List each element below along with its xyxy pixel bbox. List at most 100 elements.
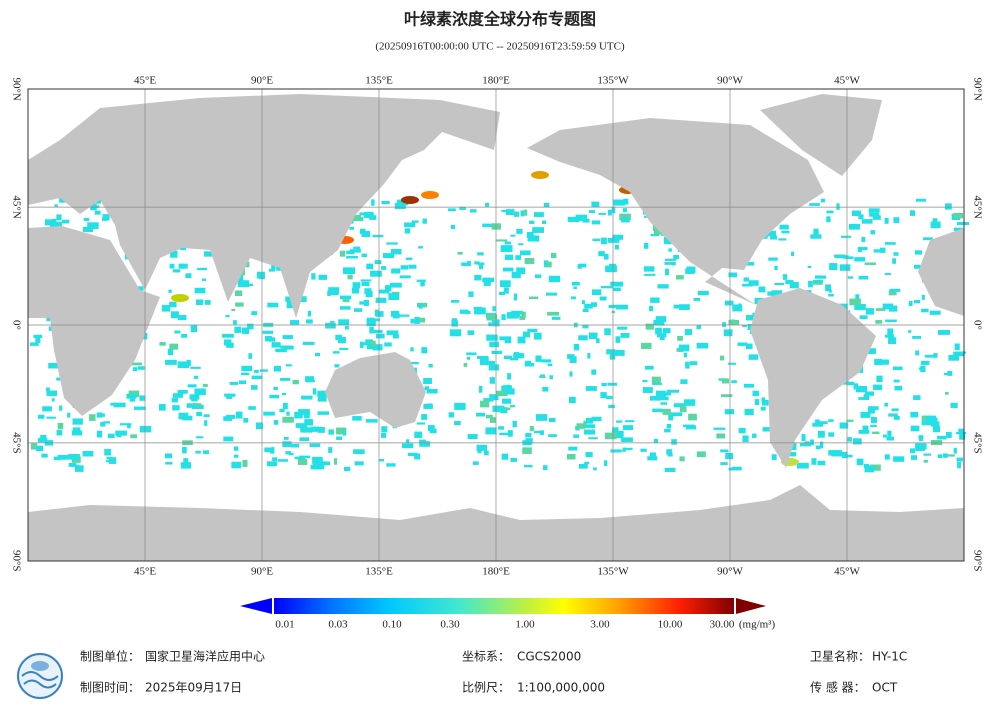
data-speck xyxy=(233,446,239,451)
data-speck xyxy=(489,377,496,384)
data-speck xyxy=(585,452,593,458)
data-speck xyxy=(171,397,178,403)
data-speck xyxy=(359,341,364,348)
data-speck xyxy=(56,214,62,221)
data-speck xyxy=(575,214,588,221)
data-speck xyxy=(139,395,146,401)
data-speck xyxy=(767,291,774,296)
data-speck xyxy=(660,402,668,405)
data-speck xyxy=(41,453,48,458)
data-speck xyxy=(789,281,799,289)
data-speck xyxy=(876,375,883,383)
data-speck xyxy=(855,294,860,300)
north-america xyxy=(527,118,824,305)
data-speck xyxy=(573,343,580,351)
data-speck xyxy=(53,456,61,461)
data-speck xyxy=(467,310,471,315)
data-speck xyxy=(264,336,272,342)
data-speck xyxy=(524,362,535,367)
data-speck xyxy=(591,416,602,422)
data-speck xyxy=(507,373,512,380)
data-speck xyxy=(653,319,665,326)
data-speck xyxy=(908,330,912,333)
data-speck xyxy=(864,262,877,265)
data-speck xyxy=(954,343,960,351)
data-speck xyxy=(643,266,655,272)
data-speck xyxy=(241,327,250,334)
data-speck xyxy=(845,256,854,260)
data-speck xyxy=(451,320,458,327)
data-speck xyxy=(610,449,622,453)
data-speck xyxy=(748,354,759,360)
data-speck xyxy=(504,355,513,359)
data-speck xyxy=(893,456,905,462)
data-speck xyxy=(68,462,77,467)
data-speck xyxy=(352,282,361,289)
lon-label: 45°W xyxy=(834,566,860,578)
lon-label: 90°W xyxy=(717,566,743,578)
data-speck xyxy=(405,439,410,444)
data-speck xyxy=(190,325,198,333)
data-speck xyxy=(347,274,353,280)
data-speck xyxy=(328,447,333,453)
data-speck xyxy=(724,409,735,415)
data-speck xyxy=(196,411,202,417)
data-speck xyxy=(654,229,666,235)
data-speck xyxy=(294,411,303,419)
data-speck xyxy=(30,342,39,346)
data-speck xyxy=(247,283,254,286)
data-speck xyxy=(846,419,854,422)
coastal-bloom xyxy=(421,191,439,199)
data-speck xyxy=(363,299,369,306)
data-speck xyxy=(414,316,420,324)
data-speck xyxy=(501,209,509,213)
data-speck xyxy=(461,262,471,266)
data-speck xyxy=(524,209,528,216)
data-speck xyxy=(549,375,553,380)
data-speck xyxy=(284,345,294,350)
data-speck xyxy=(375,311,384,317)
data-speck xyxy=(858,397,870,400)
data-speck xyxy=(223,436,234,442)
data-speck xyxy=(915,443,927,450)
data-speck xyxy=(423,378,432,384)
data-speck xyxy=(428,363,433,368)
data-speck xyxy=(264,447,273,453)
data-speck xyxy=(57,455,69,460)
data-speck xyxy=(314,352,321,357)
data-speck xyxy=(894,385,903,391)
data-speck xyxy=(170,311,179,319)
data-speck xyxy=(233,454,239,458)
data-speck xyxy=(414,431,423,438)
data-speck xyxy=(248,406,256,410)
data-speck xyxy=(613,199,626,206)
data-speck xyxy=(94,210,101,215)
data-speck xyxy=(884,272,891,276)
data-speck xyxy=(677,335,683,341)
data-speck xyxy=(510,405,516,408)
colorbar-label: 3.00 xyxy=(590,619,610,631)
data-speck xyxy=(859,366,864,374)
data-speck xyxy=(815,419,820,427)
data-speck xyxy=(263,411,275,416)
data-speck xyxy=(609,353,616,360)
data-speck xyxy=(854,257,866,262)
data-speck xyxy=(642,387,653,393)
data-speck xyxy=(527,328,538,333)
data-speck xyxy=(371,199,375,206)
data-speck xyxy=(870,230,876,235)
data-speck xyxy=(945,391,949,395)
data-speck xyxy=(533,332,542,340)
data-speck xyxy=(267,302,279,308)
data-speck xyxy=(74,464,79,469)
data-speck xyxy=(543,202,550,208)
data-speck xyxy=(222,333,234,338)
data-speck xyxy=(526,231,534,238)
data-speck xyxy=(848,223,860,230)
data-speck xyxy=(359,301,367,305)
data-speck xyxy=(474,307,486,315)
data-speck xyxy=(127,424,131,429)
data-speck xyxy=(826,216,831,223)
data-speck xyxy=(42,406,52,412)
